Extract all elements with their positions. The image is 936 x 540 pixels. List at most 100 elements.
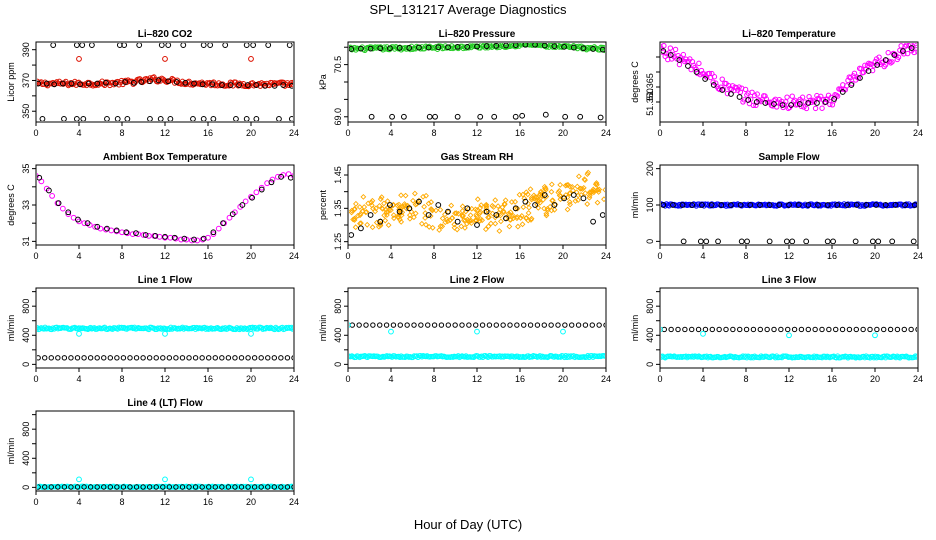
data-point [46, 187, 52, 194]
data-point [812, 105, 819, 112]
panel-7: Line 1 Flow 0 4 8 12 16 20 24 0 400 800 ml/min [6, 275, 299, 384]
data-point [232, 484, 238, 490]
data-point [705, 355, 711, 361]
data-point [723, 326, 729, 333]
data-point [562, 113, 569, 120]
data-point [37, 355, 41, 361]
series-2 [661, 45, 915, 108]
plot-area [349, 43, 605, 121]
data-point [199, 236, 206, 243]
data-point [481, 208, 488, 215]
data-point [754, 91, 760, 97]
data-point [783, 238, 790, 244]
data-point [490, 204, 497, 210]
data-point [212, 484, 218, 490]
data-point [245, 355, 251, 361]
x-tick-label: 4 [76, 374, 81, 384]
x-tick-label: 24 [289, 128, 299, 138]
data-point [55, 484, 61, 490]
y-axis-label: kPa [318, 74, 328, 90]
data-point [599, 46, 605, 53]
data-point [851, 354, 858, 360]
data-point [542, 186, 549, 193]
data-point [404, 322, 410, 328]
data-point [181, 235, 188, 242]
series-1 [37, 171, 293, 244]
data-point [798, 326, 805, 333]
data-point [757, 97, 763, 104]
data-point [416, 198, 422, 205]
data-point [447, 217, 453, 224]
data-point [291, 355, 293, 361]
data-point [729, 83, 736, 89]
data-point [603, 48, 605, 54]
x-tick-label: 24 [601, 374, 611, 384]
data-point [792, 201, 798, 207]
data-point [889, 59, 895, 65]
data-point [165, 43, 172, 48]
x-tick-label: 8 [119, 374, 124, 384]
data-point [863, 202, 870, 208]
data-point [527, 322, 534, 328]
data-point [907, 43, 913, 48]
x-tick-label: 0 [345, 128, 350, 138]
data-point [577, 113, 584, 120]
data-point [49, 193, 56, 199]
y-tick-label: 400 [21, 328, 31, 343]
data-point [675, 326, 681, 333]
data-point [120, 355, 127, 361]
data-point [815, 202, 821, 208]
panel-5: Gas Stream RH 0 4 8 12 16 20 24 1.25 1.35 1.45 perc… [318, 152, 611, 261]
x-tick-label: 20 [558, 374, 568, 384]
data-point [79, 43, 86, 48]
data-point [452, 322, 458, 328]
data-point [411, 190, 418, 197]
data-point [288, 82, 293, 89]
data-point [265, 43, 272, 48]
data-point [179, 484, 186, 490]
data-point [750, 102, 757, 108]
data-point [461, 354, 468, 360]
data-point [85, 80, 92, 87]
data-point [783, 99, 789, 105]
x-tick-label: 20 [246, 497, 256, 507]
data-point [367, 45, 374, 52]
data-point [210, 116, 217, 121]
data-point [588, 189, 595, 196]
data-point [157, 325, 164, 331]
data-point [68, 484, 74, 490]
data-point [147, 116, 153, 121]
data-point [541, 322, 547, 328]
data-point [762, 93, 768, 99]
data-point [280, 82, 287, 88]
data-point [708, 202, 715, 208]
data-point [373, 205, 379, 212]
data-point [258, 355, 264, 361]
data-point [94, 80, 101, 87]
x-tick-label: 24 [289, 497, 299, 507]
data-point [81, 484, 87, 490]
data-point [48, 484, 54, 490]
panel-title: Li–820 Pressure [439, 29, 516, 40]
data-point [253, 116, 260, 121]
data-point [377, 218, 384, 225]
data-point [473, 322, 479, 328]
data-point [828, 94, 834, 101]
data-point [43, 80, 50, 87]
data-point [92, 223, 99, 230]
data-point [753, 102, 759, 109]
data-point [251, 355, 258, 361]
x-tick-label: 12 [160, 497, 170, 507]
data-point [572, 354, 578, 361]
data-point [422, 215, 428, 221]
data-point [81, 82, 87, 88]
data-point [785, 326, 791, 333]
x-tick-label: 0 [657, 374, 662, 384]
x-tick-label: 16 [515, 128, 525, 138]
data-point [575, 322, 582, 328]
data-point [153, 355, 159, 361]
data-point [349, 322, 351, 328]
data-point [833, 326, 839, 333]
data-point [130, 325, 136, 332]
data-point [580, 45, 587, 52]
